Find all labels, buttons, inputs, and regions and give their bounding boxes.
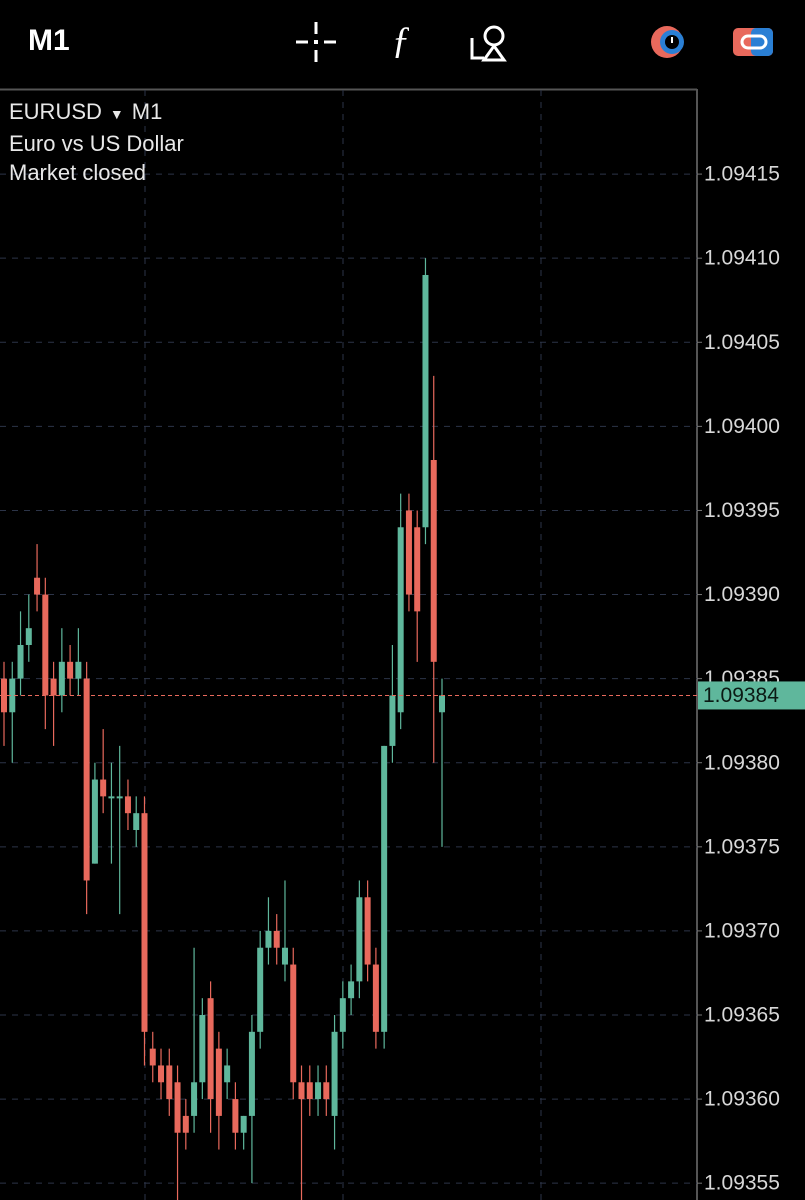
chart: 1.09355 1.09360 1.09365 1.09370 1.09375 1.093…: [0, 88, 805, 1200]
y-tick-label: 1.09400: [704, 415, 780, 438]
account-icon[interactable]: [733, 28, 773, 56]
candle-body: [124, 796, 131, 814]
objects-icon[interactable]: [470, 25, 507, 62]
candle-body: [108, 796, 115, 799]
candle-body: [331, 1031, 338, 1116]
y-tick-label: 1.09390: [704, 583, 780, 606]
candle-body: [42, 594, 49, 696]
candle-body: [158, 1065, 165, 1083]
candle-body: [34, 577, 41, 595]
y-tick-label: 1.09410: [704, 247, 780, 270]
candle-body: [372, 964, 379, 1032]
y-tick-label: 1.09370: [704, 919, 780, 942]
y-tick-label: 1.09360: [704, 1088, 780, 1111]
candle-body: [116, 796, 123, 799]
candle-body: [348, 981, 355, 999]
candle-body: [397, 527, 404, 713]
candle-body: [58, 661, 65, 696]
candle-body: [100, 779, 107, 797]
y-tick-label: 1.09365: [704, 1004, 780, 1027]
toolbar: M1 ƒ: [0, 0, 805, 88]
crosshair-icon[interactable]: [296, 22, 336, 62]
candle-body: [381, 745, 388, 1032]
candle-body: [67, 661, 74, 679]
y-tick-label: 1.09415: [704, 163, 780, 186]
candle-body: [17, 645, 24, 679]
y-tick-label: 1.09405: [704, 331, 780, 354]
candle-body: [430, 460, 437, 662]
candle-body: [339, 998, 346, 1032]
market-status: Market closed: [9, 160, 146, 185]
candle-body: [273, 930, 280, 948]
candle-body: [191, 1082, 198, 1116]
candle-body: [133, 813, 140, 830]
candle-body: [315, 1082, 322, 1100]
candle-body: [75, 661, 82, 679]
candle-body: [298, 1082, 305, 1100]
candle-body: [50, 678, 57, 696]
candle-body: [224, 1065, 231, 1083]
candle-body: [25, 628, 32, 645]
indicator-icon[interactable]: ƒ: [392, 20, 411, 62]
candle-body: [215, 1048, 222, 1116]
last-price-box: [698, 681, 805, 710]
candle-body: [91, 779, 98, 864]
candle-body: [439, 695, 445, 713]
candle-body: [364, 897, 371, 965]
y-tick-label: 1.09375: [704, 835, 780, 858]
candle-body: [248, 1031, 255, 1116]
y-tick-label: 1.09395: [704, 499, 780, 522]
candle-body: [199, 1015, 206, 1083]
last-price-label: 1.09384: [703, 684, 779, 707]
candle-body: [232, 1099, 239, 1133]
candle-body: [356, 897, 363, 982]
candle-body: [9, 678, 16, 713]
toolbar-icons: ƒ: [296, 20, 773, 62]
candle-body: [422, 275, 429, 528]
candle-body: [323, 1082, 330, 1100]
candle-body: [240, 1115, 247, 1133]
candle-body: [265, 930, 272, 948]
candle-body: [257, 947, 264, 1032]
candle-body: [141, 813, 148, 1032]
candle-body: [405, 510, 412, 595]
candle-body: [166, 1065, 173, 1100]
trade-icon[interactable]: [651, 26, 684, 58]
y-tick-label: 1.09380: [704, 751, 780, 774]
candle-body: [281, 947, 288, 965]
candle-body: [389, 695, 396, 746]
candle-body: [414, 527, 421, 612]
timeframe-button[interactable]: M1: [28, 24, 70, 57]
symbol[interactable]: EURUSD: [9, 99, 102, 124]
header-timeframe: M1: [131, 99, 163, 124]
dropdown-arrow[interactable]: ▼: [109, 106, 124, 122]
candle-body: [207, 998, 214, 1100]
candle-body: [290, 964, 297, 1083]
candle-body: [306, 1082, 313, 1100]
candle-body: [83, 678, 90, 881]
description: Euro vs US Dollar: [9, 131, 184, 156]
candle-body: [182, 1115, 189, 1133]
candle-body: [149, 1048, 156, 1066]
y-tick-label: 1.09355: [704, 1172, 780, 1195]
candle-body: [174, 1082, 181, 1133]
chart-header: EURUSD ▼ M1 Euro vs US Dollar Market close…: [9, 97, 184, 187]
